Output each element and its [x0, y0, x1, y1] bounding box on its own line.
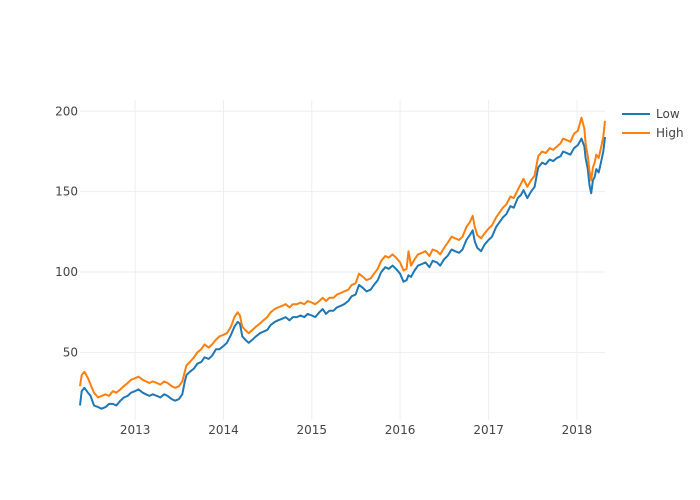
y-tick-label: 50 — [63, 345, 78, 359]
x-tick-label: 2018 — [562, 423, 593, 437]
legend[interactable]: Low High — [622, 107, 684, 140]
legend-item-high[interactable]: High — [622, 126, 684, 140]
x-tick-label: 2015 — [297, 423, 328, 437]
series-line-low[interactable] — [79, 136, 606, 410]
y-tick-label: 150 — [55, 185, 78, 199]
x-tick-label: 2013 — [120, 423, 151, 437]
legend-item-low[interactable]: Low — [622, 107, 680, 121]
x-tick-label: 2016 — [385, 423, 416, 437]
y-tick-label: 100 — [55, 265, 78, 279]
y-axis-tick-labels: 50 100 150 200 — [55, 104, 78, 359]
series-line-high[interactable] — [79, 116, 606, 399]
x-tick-label: 2014 — [208, 423, 239, 437]
legend-label: Low — [656, 107, 680, 121]
plot-area[interactable] — [79, 116, 606, 410]
x-axis-tick-labels: 2013 2014 2015 2016 2017 2018 — [120, 423, 592, 437]
y-tick-label: 200 — [55, 104, 78, 118]
legend-label: High — [656, 126, 684, 140]
gridlines — [80, 100, 605, 420]
x-tick-label: 2017 — [473, 423, 504, 437]
